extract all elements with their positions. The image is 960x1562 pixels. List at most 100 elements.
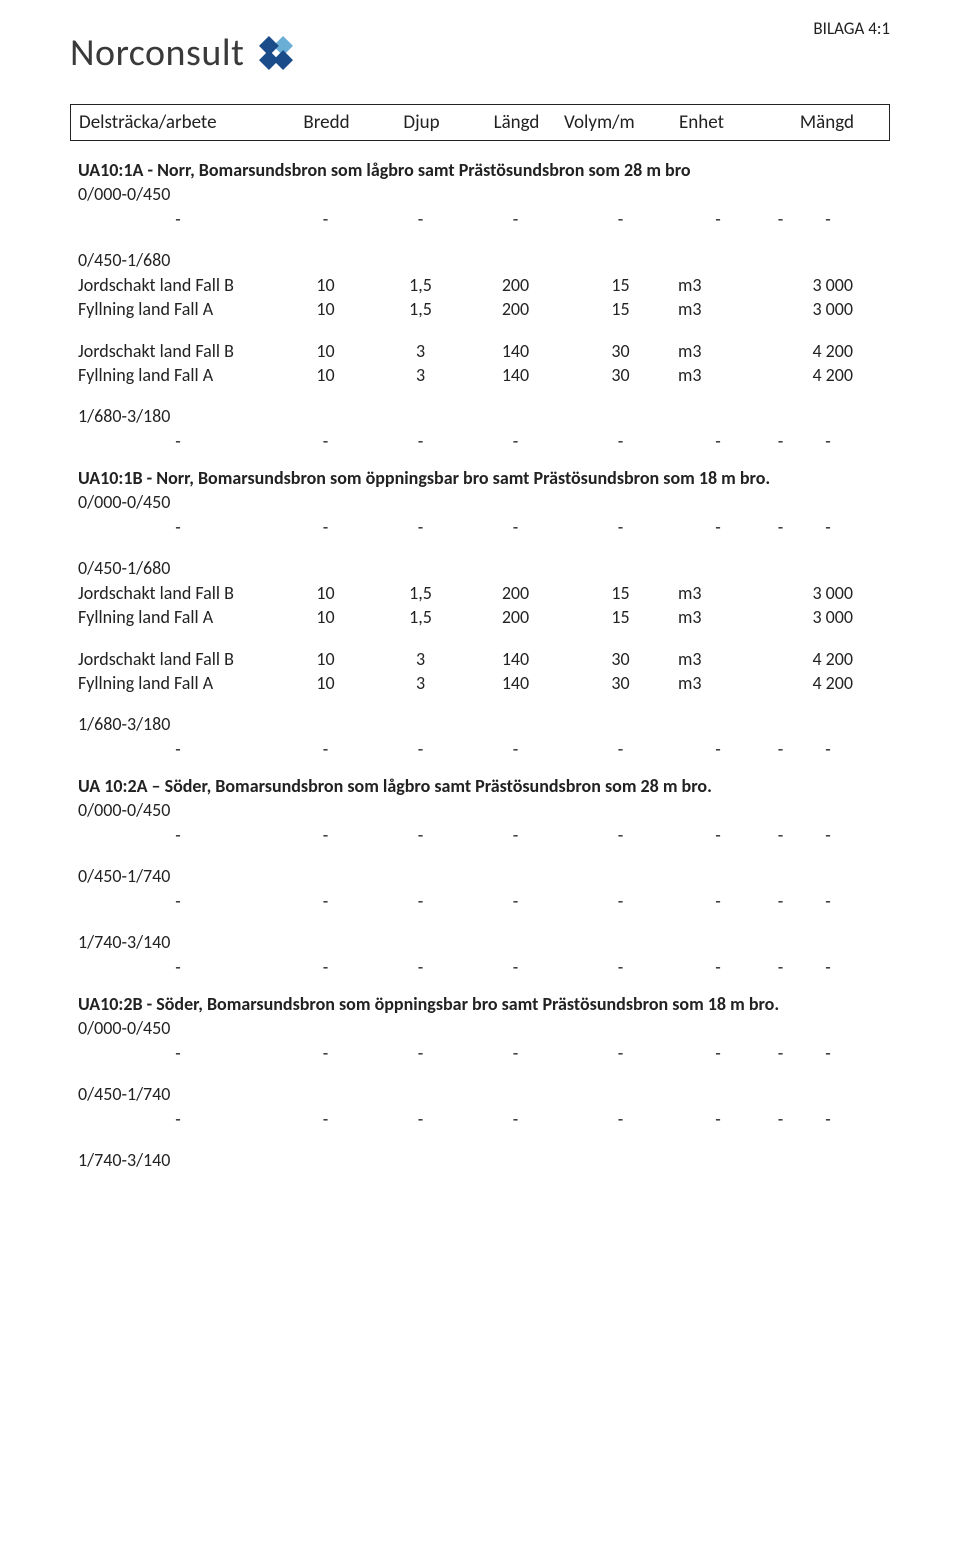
dash-cell: - [758,1108,803,1130]
dash-cell: - [803,430,853,452]
dash-cell: - [78,516,278,538]
cell-label: Jordschakt land Fall B [78,274,278,296]
dash-cell: - [278,824,373,846]
cell-volym: 30 [563,648,678,670]
dash-cell: - [468,516,563,538]
cell-djup: 1,5 [373,606,468,628]
dash-cell: - [373,1042,468,1064]
dash-cell: - [278,516,373,538]
dash-cell: - [563,430,678,452]
dash-cell: - [468,430,563,452]
dash-cell: - [468,1042,563,1064]
cell-gap [758,648,803,670]
dash-cell: - [78,738,278,760]
dash-cell: - [758,890,803,912]
dash-row: -------- [70,955,890,979]
cell-bredd: 10 [278,672,373,694]
cell-gap [758,672,803,694]
dash-cell: - [278,430,373,452]
dash-cell: - [373,1108,468,1130]
dash-cell: - [758,956,803,978]
dash-cell: - [278,738,373,760]
cell-djup: 3 [373,340,468,362]
cell-gap [758,582,803,604]
section-title: UA10:1A - Norr, Bomarsundsbron som lågbr… [70,159,890,181]
dash-cell: - [373,208,468,230]
dash-cell: - [468,824,563,846]
dash-cell: - [758,1042,803,1064]
section-subrange: 0/450-1/680 [70,557,890,579]
dash-cell: - [803,956,853,978]
cell-djup: 3 [373,364,468,386]
dash-cell: - [563,890,678,912]
dash-cell: - [278,1108,373,1130]
dash-cell: - [468,890,563,912]
dash-row: -------- [70,889,890,913]
cell-djup: 3 [373,648,468,670]
dash-cell: - [803,516,853,538]
dash-row: -------- [70,737,890,761]
dash-cell: - [78,1042,278,1064]
section-subrange: 1/680-3/180 [70,713,890,735]
cell-gap [758,274,803,296]
spacer [70,321,890,339]
col-langd: Längd [469,111,564,134]
cell-bredd: 10 [278,298,373,320]
cell-langd: 140 [468,648,563,670]
cell-volym: 15 [563,606,678,628]
cell-djup: 1,5 [373,582,468,604]
cell-label: Fyllning land Fall A [78,672,278,694]
cell-label: Jordschakt land Fall B [78,582,278,604]
section-subrange: 0/000-0/450 [70,1017,890,1039]
cell-langd: 140 [468,340,563,362]
table-row: Jordschakt land Fall B10314030m34 200 [70,339,890,363]
logo-text: Norconsult [70,30,244,76]
dash-cell: - [78,890,278,912]
cell-mangd: 4 200 [803,648,853,670]
cell-volym: 15 [563,582,678,604]
section-subrange: 1/740-3/140 [70,1149,890,1171]
page: BILAGA 4:1 Norconsult Delsträcka/arbete … [0,0,960,1203]
dash-cell: - [803,824,853,846]
cell-bredd: 10 [278,364,373,386]
cell-enhet: m3 [678,364,758,386]
dash-cell: - [803,1108,853,1130]
dash-cell: - [278,956,373,978]
cell-bredd: 10 [278,648,373,670]
cell-mangd: 3 000 [803,582,853,604]
dash-cell: - [278,208,373,230]
cell-gap [758,340,803,362]
dash-row: -------- [70,823,890,847]
section-subrange: 0/000-0/450 [70,491,890,513]
section-title: UA10:1B - Norr, Bomarsundsbron som öppni… [70,467,890,489]
dash-row: -------- [70,207,890,231]
cell-mangd: 4 200 [803,340,853,362]
logo: Norconsult [70,30,890,76]
cell-enhet: m3 [678,582,758,604]
dash-cell: - [78,208,278,230]
dash-cell: - [758,516,803,538]
dash-cell: - [78,1108,278,1130]
table-row: Jordschakt land Fall B101,520015m33 000 [70,581,890,605]
dash-cell: - [468,1108,563,1130]
col-enhet: Enhet [679,111,759,134]
dash-cell: - [678,956,758,978]
dash-cell: - [373,516,468,538]
table-row: Jordschakt land Fall B10314030m34 200 [70,647,890,671]
dash-cell: - [78,824,278,846]
table-header: Delsträcka/arbete Bredd Djup Längd Volym… [70,104,890,141]
cell-enhet: m3 [678,274,758,296]
cell-djup: 3 [373,672,468,694]
dash-cell: - [803,738,853,760]
cell-label: Fyllning land Fall A [78,298,278,320]
cell-mangd: 4 200 [803,364,853,386]
cell-langd: 200 [468,582,563,604]
dash-cell: - [803,208,853,230]
cell-gap [758,298,803,320]
dash-cell: - [468,956,563,978]
section-subrange: 0/450-1/740 [70,1083,890,1105]
col-volym: Volym/m [564,111,679,134]
cell-langd: 200 [468,298,563,320]
cell-enhet: m3 [678,340,758,362]
dash-cell: - [468,208,563,230]
